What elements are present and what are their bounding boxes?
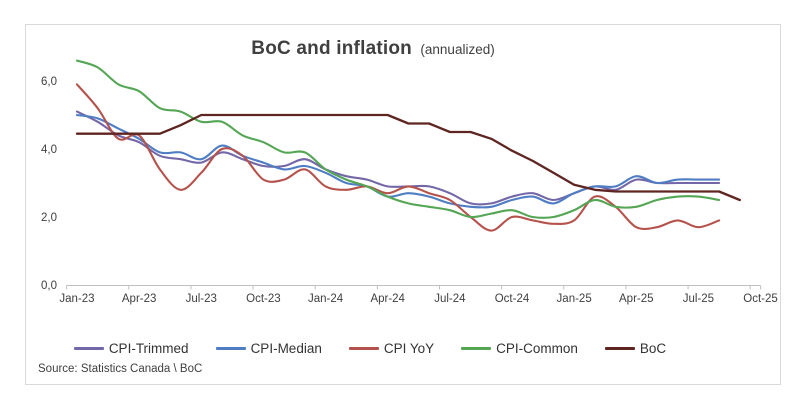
x-axis-label: Apr-23 [122,293,157,305]
legend-label: CPI-Trimmed [108,341,189,356]
chart-frame [25,24,781,385]
x-axis-label: Jul-24 [434,293,466,305]
series-cpi-trimmed-line [75,110,721,206]
x-axis-label: Oct-25 [743,293,778,305]
x-axis-label: Oct-24 [495,293,530,305]
y-axis-label: 2,0 [41,212,57,224]
legend-item-cpi-common: CPI-Common [461,341,578,356]
chart-subtitle-text: (annualized) [420,42,495,57]
legend-item-boc: BoC [604,341,667,356]
legend-swatch-cpi-yoy [348,347,379,350]
legend-item-cpi-trimmed: CPI-Trimmed [73,341,189,356]
chart-title-text: BoC and inflation [251,38,412,59]
x-axis-label: Oct-23 [246,293,281,305]
y-axis-label: 6,0 [41,76,57,88]
x-axis-label: Jan-25 [557,293,592,305]
x-axis-label: Jul-23 [186,293,217,305]
series-cpi-common-line [75,59,721,219]
series-boc-line [75,113,741,202]
x-axis-label: Apr-25 [619,293,654,305]
source-note: Source: Statistics Canada \ BoC [38,363,203,375]
legend: CPI-Trimmed CPI-Median CPI YoY CPI-Common Bo… [0,341,740,356]
y-axis-label: 0,0 [41,280,57,292]
legend-item-cpi-median: CPI-Median [215,341,322,356]
legend-swatch-cpi-median [215,347,246,350]
legend-label: CPI YoY [383,341,435,356]
legend-swatch-cpi-trimmed [73,347,104,350]
legend-label: BoC [639,341,667,356]
x-axis-label: Jul-25 [683,293,714,305]
legend-swatch-cpi-common [461,347,492,350]
x-axis-label: Jan-24 [308,293,344,305]
legend-label: CPI-Common [496,341,578,356]
y-axis-label: 4,0 [41,144,57,156]
legend-label: CPI-Median [250,341,322,356]
x-axis-label: Apr-24 [370,293,405,305]
chart-title: BoC and inflation (annualized) [251,38,494,60]
series-cpi-median-line [75,113,721,209]
legend-swatch-boc [604,347,635,350]
x-axis-label: Jan-23 [59,293,94,305]
legend-item-cpi-yoy: CPI YoY [348,341,435,356]
